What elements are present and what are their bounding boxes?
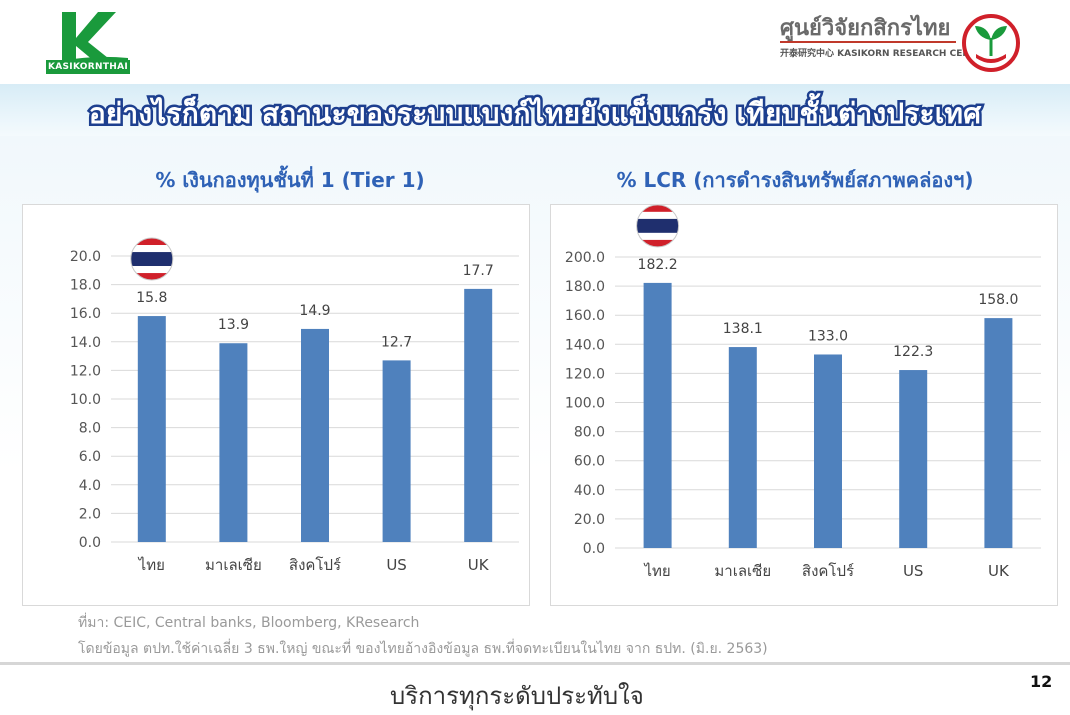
page-number: 12 (1030, 672, 1053, 691)
y-tick-label: 2.0 (79, 506, 101, 522)
bar-0 (643, 282, 672, 548)
bar-1 (219, 343, 248, 542)
x-category-label: UK (468, 556, 490, 574)
y-tick-label: 40.0 (574, 483, 605, 499)
y-tick-label: 180.0 (565, 279, 605, 295)
x-category-label: มาเลเซีย (205, 556, 262, 574)
bar-1 (728, 347, 757, 548)
y-tick-label: 160.0 (565, 308, 605, 324)
kbank-emblem-icon (962, 14, 1020, 72)
bar-0 (137, 316, 166, 542)
x-category-label: ไทย (138, 556, 165, 574)
y-tick-label: 140.0 (565, 337, 605, 353)
y-tick-label: 6.0 (79, 449, 101, 465)
source-line-2: โดยข้อมูล ตปท.ใช้ค่าเฉลี่ย 3 ธพ.ใหญ่ ขณะ… (78, 641, 768, 657)
bar-2 (814, 354, 842, 548)
thai-flag-icon (130, 237, 174, 281)
y-tick-label: 20.0 (574, 512, 605, 528)
lcr-bar-chart: 0.0 20.0 40.0 60.0 80.0 100.0 120.0 140.0 160.0 1… (565, 204, 1041, 580)
right-logo-subtitle: 开泰研究中心 KASIKORN RESEARCH CENTER (780, 49, 990, 59)
y-tick-label: 100.0 (565, 396, 605, 412)
y-tick-label: 0.0 (583, 541, 605, 557)
x-category-label: US (386, 556, 407, 574)
y-tick-label: 14.0 (70, 335, 101, 351)
y-tick-label: 20.0 (70, 249, 101, 265)
x-category-label: สิงคโปร์ (802, 562, 854, 580)
tier1-bar-chart: 0.0 2.0 4.0 6.0 8.0 10.0 12.0 14.0 16.0 18.0 20.0 1… (70, 237, 519, 574)
bar-value-label: 17.7 (463, 263, 494, 279)
bar-value-label: 12.7 (381, 334, 412, 350)
footer-divider (0, 662, 1070, 665)
y-tick-label: 4.0 (79, 478, 101, 494)
bar-value-label: 158.0 (978, 292, 1018, 308)
x-category-label: UK (988, 562, 1010, 580)
y-tick-label: 18.0 (70, 278, 101, 294)
y-tick-label: 60.0 (574, 454, 605, 470)
bar-value-label: 182.2 (638, 257, 678, 273)
chart2-panel: 0.0 20.0 40.0 60.0 80.0 100.0 120.0 140.0 160.0 1… (550, 204, 1058, 606)
thai-flag-icon (636, 204, 680, 248)
bar-4 (464, 288, 493, 542)
kasikorn-k-logo-icon (50, 12, 128, 68)
y-tick-label: 120.0 (565, 366, 605, 382)
chart1-panel: 0.0 2.0 4.0 6.0 8.0 10.0 12.0 14.0 16.0 18.0 20.0 1… (22, 204, 530, 606)
left-logo-text: KASIKORNTHAI (46, 60, 130, 74)
bar-2 (301, 328, 329, 542)
x-category-label: US (903, 562, 924, 580)
bar-value-label: 15.8 (136, 290, 167, 306)
right-logo-name: ศูนย์วิจัยกสิกรไทย (780, 16, 951, 41)
y-tick-label: 8.0 (79, 421, 101, 437)
bar-value-label: 133.0 (808, 328, 848, 344)
bar-value-label: 122.3 (893, 344, 933, 360)
x-category-label: มาเลเซีย (714, 562, 771, 580)
right-logo-underline (780, 41, 956, 43)
bar-value-label: 14.9 (299, 303, 330, 319)
y-tick-label: 0.0 (79, 535, 101, 551)
y-tick-label: 16.0 (70, 306, 101, 322)
chart2-title: % LCR (การดำรงสินทรัพย์สภาพคล่องฯ) (616, 168, 974, 192)
x-category-label: สิงคโปร์ (289, 556, 341, 574)
y-tick-label: 12.0 (70, 363, 101, 379)
bar-3 (382, 360, 411, 542)
bar-value-label: 13.9 (218, 317, 249, 333)
headline: อย่างไรก็ตาม สถานะของระบบแบงก์ไทยยังแข็ง… (86, 95, 983, 133)
headline-band (0, 84, 1070, 136)
footer-tagline: บริการทุกระดับประทับใจ (390, 682, 644, 710)
x-category-label: ไทย (643, 562, 670, 580)
y-tick-label: 10.0 (70, 392, 101, 408)
chart1-title: % เงินกองทุนชั้นที่ 1 (Tier 1) (155, 168, 425, 192)
bar-3 (899, 370, 928, 548)
bar-value-label: 138.1 (723, 321, 763, 337)
y-tick-label: 80.0 (574, 425, 605, 441)
bar-4 (984, 318, 1013, 548)
y-tick-label: 200.0 (565, 250, 605, 266)
source-line-1: ที่มา: CEIC, Central banks, Bloomberg, K… (78, 615, 420, 631)
